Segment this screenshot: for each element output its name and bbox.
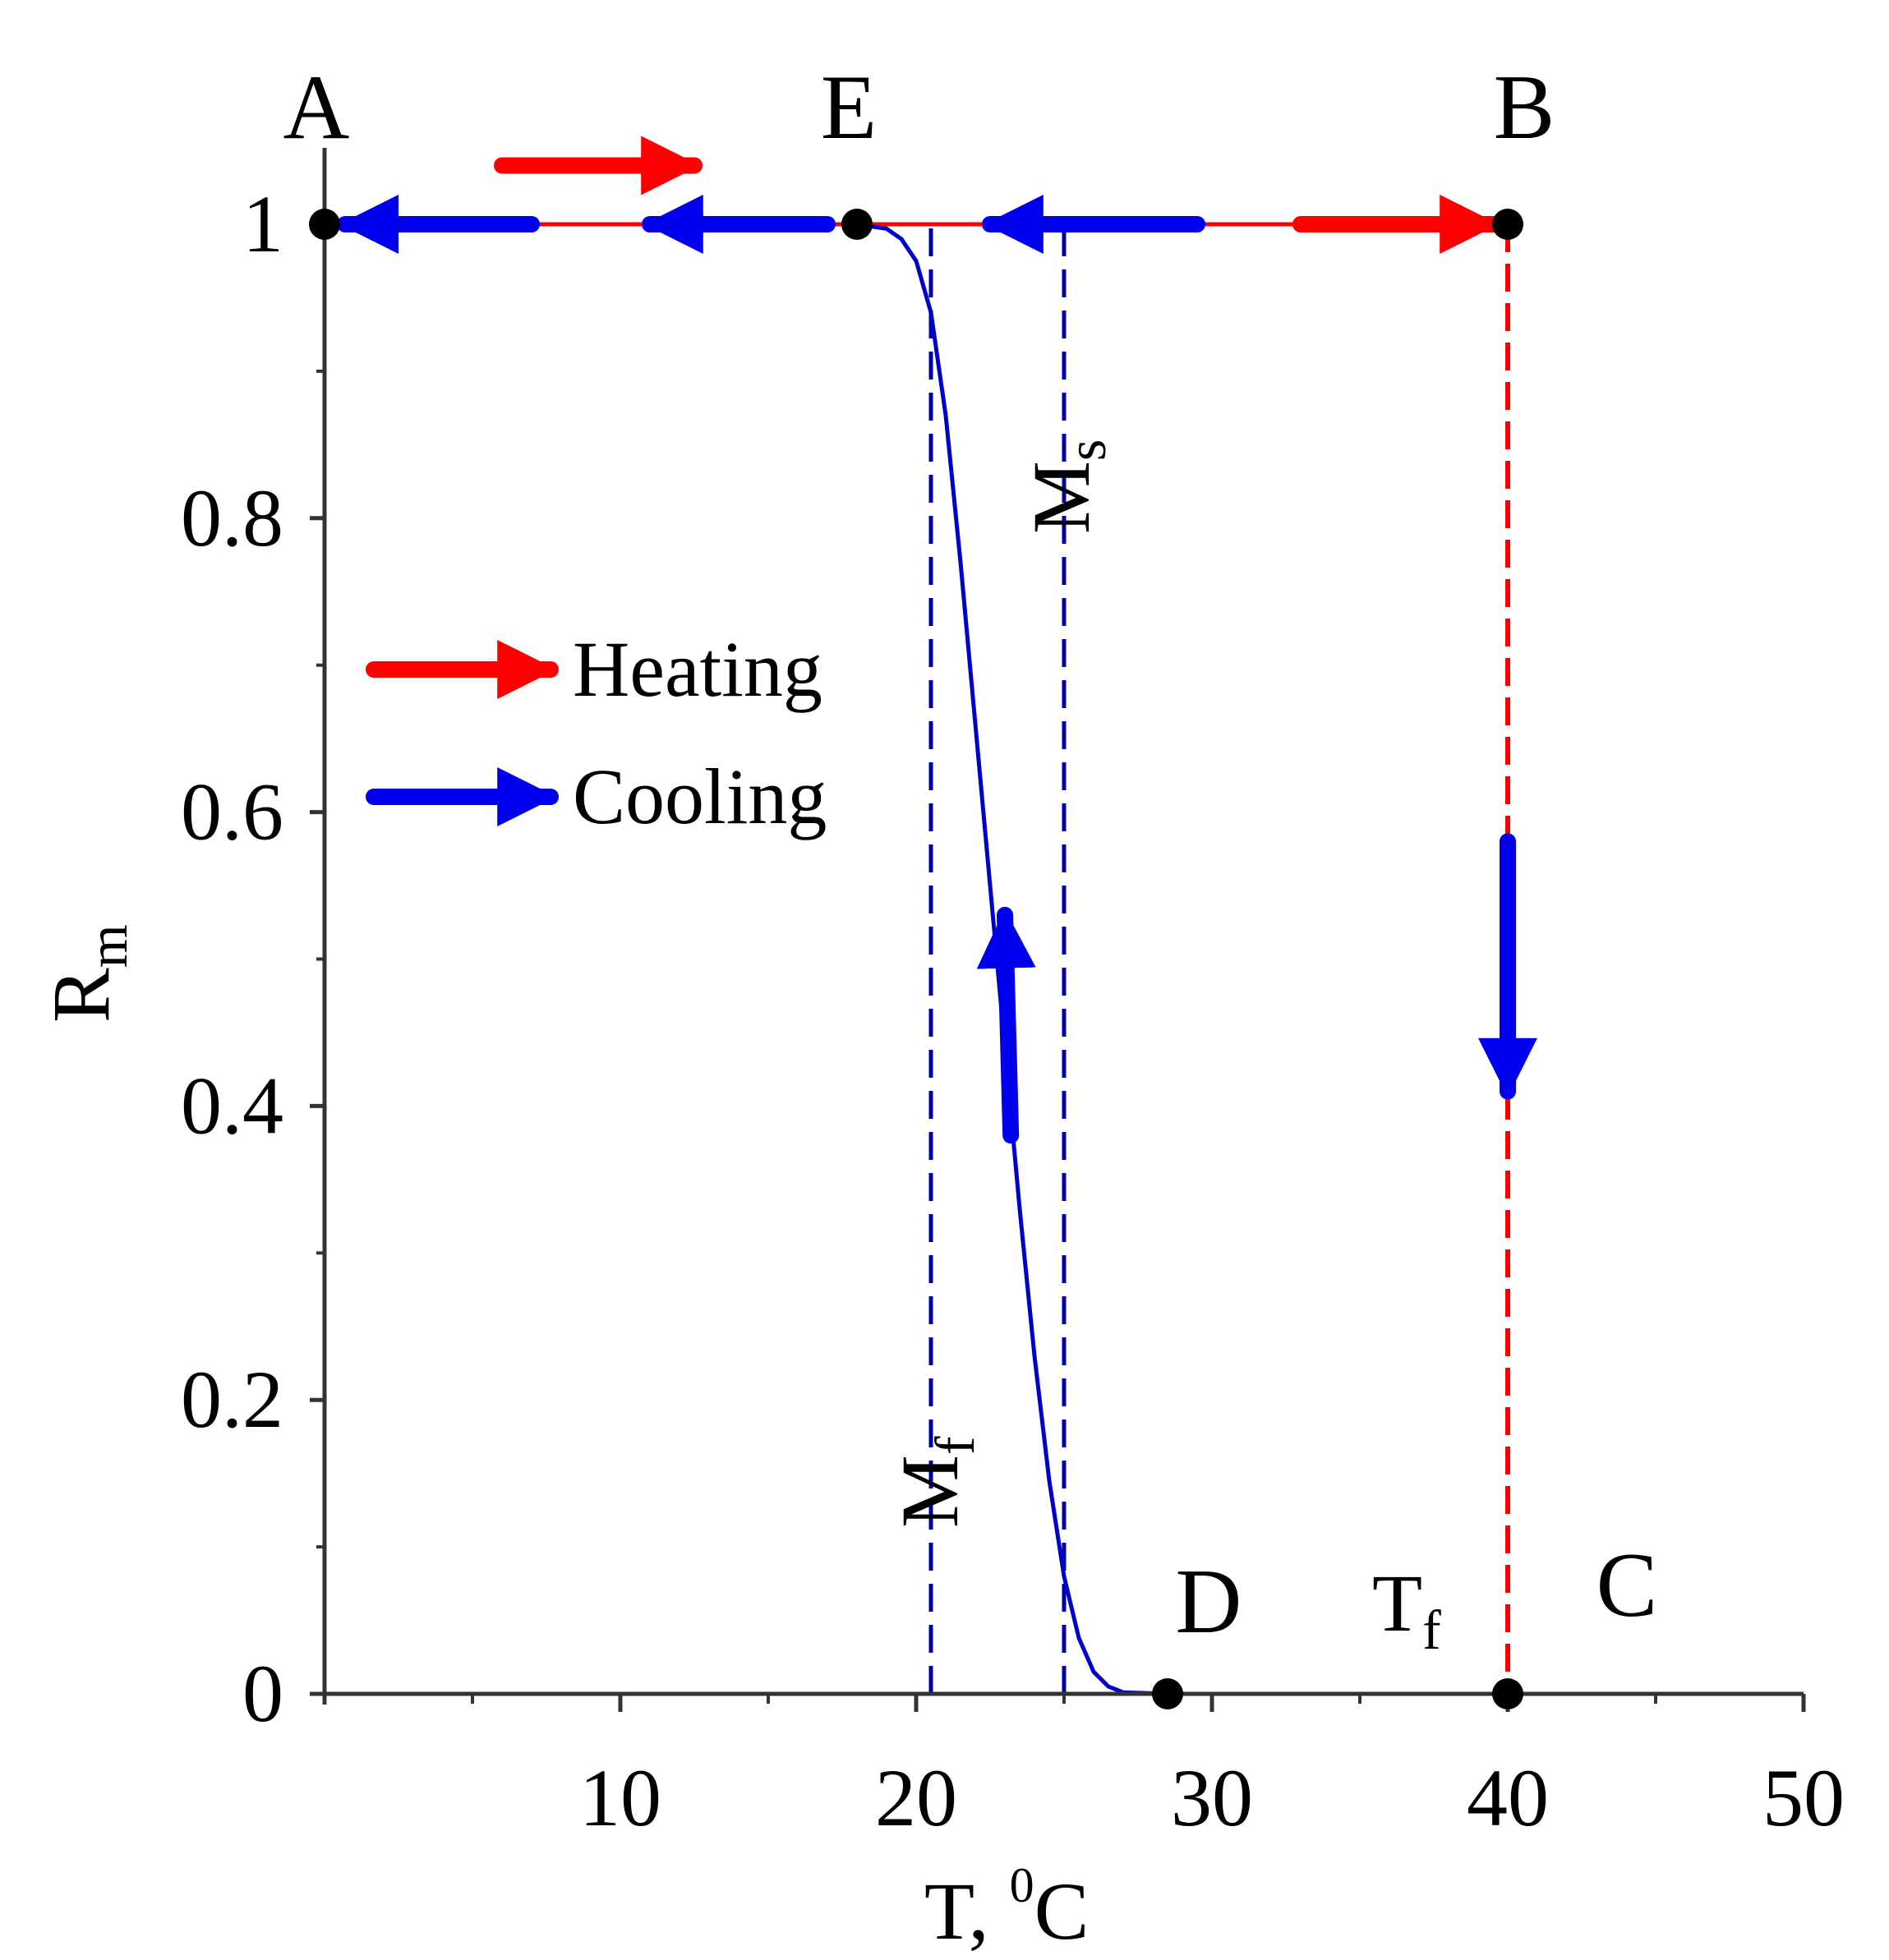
point-label-c: C	[1596, 1534, 1658, 1636]
legend-label-heating: Heating	[573, 625, 822, 713]
legend-label-cooling: Cooling	[573, 752, 827, 840]
point-c	[1492, 1678, 1523, 1709]
point-label-d: D	[1176, 1551, 1242, 1653]
point-label-e: E	[821, 57, 877, 159]
legend-entry-cooling: Cooling	[366, 752, 827, 840]
point-label-b: B	[1494, 57, 1555, 159]
point-b	[1492, 209, 1523, 240]
legend: Heating Cooling	[366, 625, 827, 840]
point-e	[841, 209, 873, 240]
ref-label-mf: Mf	[884, 1436, 986, 1528]
y-tick-label: 0.6	[181, 766, 283, 858]
y-axis-title: Rm	[35, 924, 139, 1023]
reference-line-labels: Mf Ms	[884, 439, 1117, 1528]
x-tick-label: 50	[1762, 1752, 1845, 1843]
axis-ticks: 10 20 30 40 50 0 0.2 0.4 0.6 0.8 1	[181, 178, 1845, 1843]
point-d	[1152, 1678, 1183, 1709]
arrow-cooling-up-5	[976, 906, 1036, 1144]
y-tick-label: 1	[242, 178, 283, 269]
legend-entry-heating: Heating	[366, 625, 822, 713]
x-tick-label: 40	[1467, 1752, 1549, 1843]
y-tick-label: 0	[242, 1648, 283, 1739]
x-tick-label: 30	[1171, 1752, 1253, 1843]
x-tick-label: 20	[875, 1752, 957, 1843]
x-axis-title: T, 0C	[924, 1858, 1089, 1957]
y-tick-label: 0.2	[181, 1354, 283, 1445]
y-tick-label: 0.8	[181, 472, 283, 564]
point-a	[309, 209, 340, 240]
annotation-tf: Tf	[1372, 1557, 1441, 1661]
x-tick-label: 10	[579, 1752, 661, 1843]
direction-arrows	[337, 136, 1537, 1144]
y-tick-label: 0.4	[181, 1060, 283, 1151]
ref-label-ms: Ms	[1016, 439, 1117, 534]
point-label-a: A	[283, 57, 350, 159]
key-points: A E B D C	[283, 57, 1658, 1709]
